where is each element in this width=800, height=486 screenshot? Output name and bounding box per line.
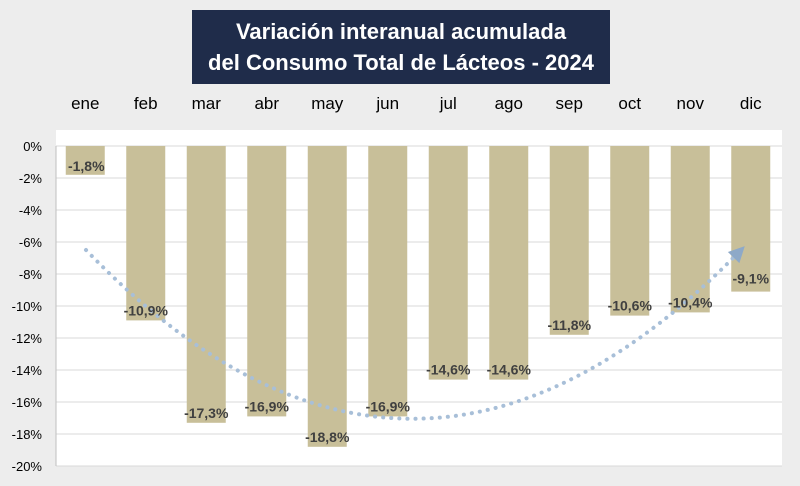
- bar-jun: [368, 146, 408, 417]
- bar-dic: [731, 146, 771, 292]
- y-tick-label: -10%: [12, 299, 43, 314]
- category-label-ene: ene: [71, 94, 99, 113]
- category-label-jun: jun: [375, 94, 399, 113]
- chart-title-line-1: Variación interanual acumulada: [235, 19, 567, 44]
- category-label-oct: oct: [618, 94, 641, 113]
- bar-oct: [610, 146, 650, 316]
- category-label-ago: ago: [495, 94, 523, 113]
- data-label-feb: -10,9%: [124, 302, 169, 318]
- y-tick-label: -20%: [12, 459, 43, 474]
- category-label-sep: sep: [556, 94, 583, 113]
- bar-abr: [247, 146, 287, 417]
- y-tick-label: -8%: [19, 267, 43, 282]
- bar-mar: [186, 146, 226, 423]
- data-label-ago: -14,6%: [487, 362, 532, 378]
- category-label-feb: feb: [134, 94, 158, 113]
- category-label-dic: dic: [740, 94, 762, 113]
- bar-feb: [126, 146, 166, 321]
- y-tick-label: -16%: [12, 395, 43, 410]
- y-tick-label: -6%: [19, 235, 43, 250]
- data-label-mar: -17,3%: [184, 405, 229, 421]
- y-tick-label: -4%: [19, 203, 43, 218]
- trend-arrow-head: [727, 246, 745, 264]
- y-tick-label: -14%: [12, 363, 43, 378]
- plot-area: [56, 130, 782, 466]
- data-label-abr: -16,9%: [245, 398, 290, 414]
- category-label-may: may: [311, 94, 344, 113]
- category-label-jul: jul: [439, 94, 457, 113]
- bar-ago: [489, 146, 529, 380]
- chart-title-box: Variación interanual acumulada del Consu…: [192, 10, 610, 84]
- bar-jul: [428, 146, 468, 380]
- data-label-jun: -16,9%: [366, 398, 411, 414]
- data-label-oct: -10,6%: [608, 298, 653, 314]
- y-tick-label: 0%: [23, 139, 42, 154]
- data-label-jul: -14,6%: [426, 362, 471, 378]
- y-tick-label: -12%: [12, 331, 43, 346]
- data-label-may: -18,8%: [305, 429, 350, 445]
- data-label-dic: -9,1%: [732, 271, 769, 287]
- bar-sep: [549, 146, 589, 335]
- data-label-ene: -1,8%: [68, 158, 105, 174]
- category-label-nov: nov: [677, 94, 705, 113]
- bar-ene: [65, 146, 105, 175]
- category-label-mar: mar: [192, 94, 222, 113]
- trend-arrow-curve: [84, 247, 744, 421]
- category-label-abr: abr: [254, 94, 279, 113]
- data-label-nov: -10,4%: [668, 294, 713, 310]
- y-tick-label: -18%: [12, 427, 43, 442]
- y-tick-label: -2%: [19, 171, 43, 186]
- chart-title-line-2: del Consumo Total de Lácteos - 2024: [208, 50, 594, 75]
- data-label-sep: -11,8%: [547, 317, 591, 333]
- bar-may: [307, 146, 347, 447]
